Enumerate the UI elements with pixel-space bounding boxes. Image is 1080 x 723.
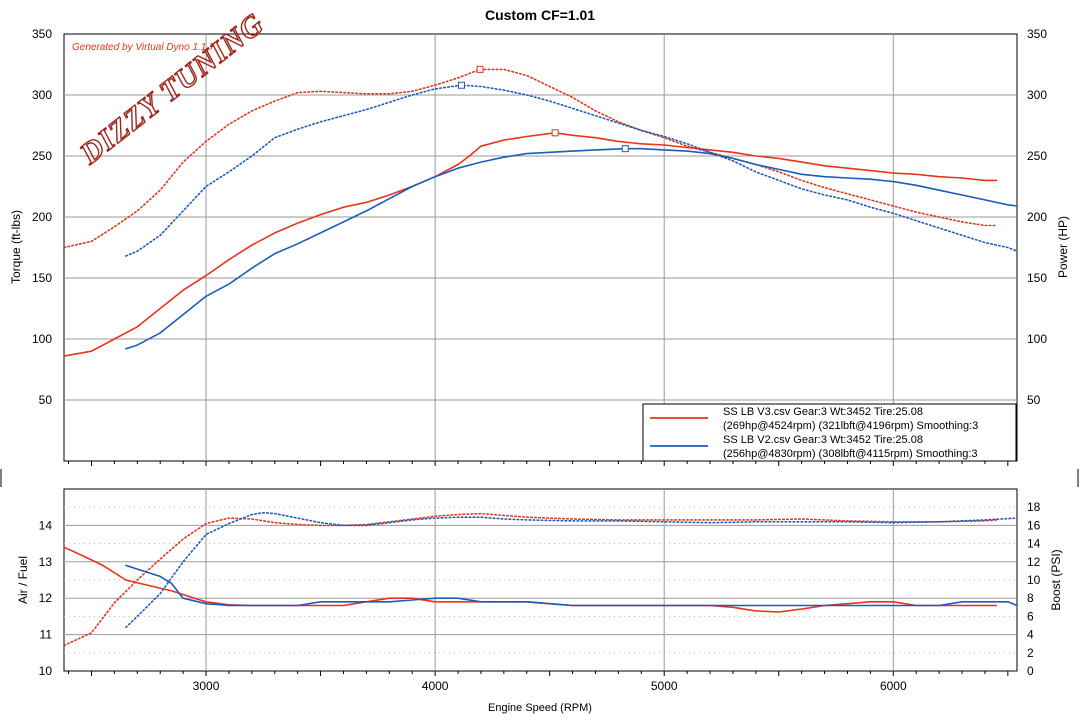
top-right-tick-label: 350 — [1027, 27, 1047, 41]
bottom-left-tick-label: 13 — [39, 555, 53, 569]
bottom-left-tick-label: 11 — [40, 628, 53, 642]
boost-axis-label: Boost (PSI) — [1049, 549, 1063, 610]
airfuel-axis-label: Air / Fuel — [16, 556, 30, 604]
top-right-tick-label: 300 — [1027, 88, 1047, 102]
top-left-tick-label: 350 — [32, 27, 52, 41]
airfuel-boost-panel: 10 11 12 13 14 0 2 4 6 8 10 12 14 16 18 3000 4000 5000 6… — [16, 488, 1063, 714]
series-torque-ss-lb-v3-csv — [63, 68, 998, 249]
bottom-right-tick-label: 14 — [1027, 537, 1041, 551]
bottom-right-tick-label: 10 — [1027, 573, 1041, 587]
legend-v2-line1: SS LB V2.csv Gear:3 Wt:3452 Tire:25.08 — [723, 434, 923, 446]
watermark: Generated by Virtual Dyno 1.1.7 — [72, 42, 215, 53]
top-left-tick-label: 150 — [32, 271, 52, 285]
legend-v3-line1: SS LB V3.csv Gear:3 Wt:3452 Tire:25.08 — [723, 406, 923, 418]
legend: SS LB V3.csv Gear:3 Wt:3452 Tire:25.08 (… — [642, 403, 1017, 462]
bottom-right-tick-label: 4 — [1027, 628, 1034, 642]
peak-marker — [457, 81, 465, 89]
series-torque-ss-lb-v2-csv — [125, 84, 1018, 257]
x-axis-label: Engine Speed (RPM) — [488, 702, 592, 714]
bottom-left-tick-label: 14 — [39, 518, 53, 532]
legend-v3-line2: (269hp@4524rpm) (321lbft@4196rpm) Smooth… — [723, 420, 978, 432]
top-right-tick-label: 200 — [1027, 210, 1047, 224]
series-power-ss-lb-v2-csv — [125, 147, 1018, 350]
bottom-right-tick-label: 18 — [1027, 500, 1041, 514]
series-air_fuel-ss-lb-v2-csv — [125, 564, 1018, 607]
top-left-tick-label: 200 — [32, 210, 52, 224]
legend-box — [642, 403, 1017, 462]
bottom-right-tick-label: 6 — [1027, 609, 1034, 623]
top-right-tick-label: 50 — [1027, 393, 1041, 407]
x-tick-label: 5000 — [651, 679, 678, 693]
top-left-tick-label: 250 — [32, 149, 52, 163]
peak-marker — [476, 65, 484, 73]
torque-axis-label: Torque (ft-lbs) — [9, 210, 23, 284]
bottom-right-tick-label: 16 — [1027, 518, 1041, 532]
x-tick-label: 6000 — [880, 679, 907, 693]
x-tick-label: 4000 — [422, 679, 449, 693]
legend-v2-line2: (256hp@4830rpm) (308lbft@4115rpm) Smooth… — [723, 448, 978, 460]
bottom-right-tick-label: 8 — [1027, 591, 1034, 605]
chart-title: Custom CF=1.01 — [485, 7, 595, 23]
top-left-tick-label: 300 — [32, 88, 52, 102]
bottom-left-tick-label: 10 — [39, 664, 53, 678]
bottom-right-tick-label: 0 — [1027, 664, 1034, 678]
series-power-ss-lb-v3-csv — [63, 132, 998, 357]
top-right-tick-label: 100 — [1027, 332, 1047, 346]
bottom-right-tick-label: 12 — [1027, 555, 1041, 569]
top-plot-area — [63, 33, 1018, 462]
series-boost-ss-lb-v2-csv — [125, 511, 1018, 629]
torque-power-panel: Generated by Virtual Dyno 1.1.7 DIZZY TU… — [9, 6, 1070, 466]
bottom-left-tick-label: 12 — [39, 591, 53, 605]
series-boost-ss-lb-v3-csv — [63, 512, 998, 647]
bottom-right-tick-label: 2 — [1027, 646, 1034, 660]
x-tick-label: 3000 — [193, 679, 220, 693]
peak-marker — [621, 145, 629, 153]
top-left-tick-label: 50 — [39, 393, 53, 407]
top-right-tick-label: 250 — [1027, 149, 1047, 163]
power-axis-label: Power (HP) — [1056, 216, 1070, 278]
bottom-plot-area — [63, 488, 1018, 672]
peak-marker — [551, 129, 559, 137]
top-right-tick-label: 150 — [1027, 271, 1047, 285]
top-left-tick-label: 100 — [32, 332, 52, 346]
